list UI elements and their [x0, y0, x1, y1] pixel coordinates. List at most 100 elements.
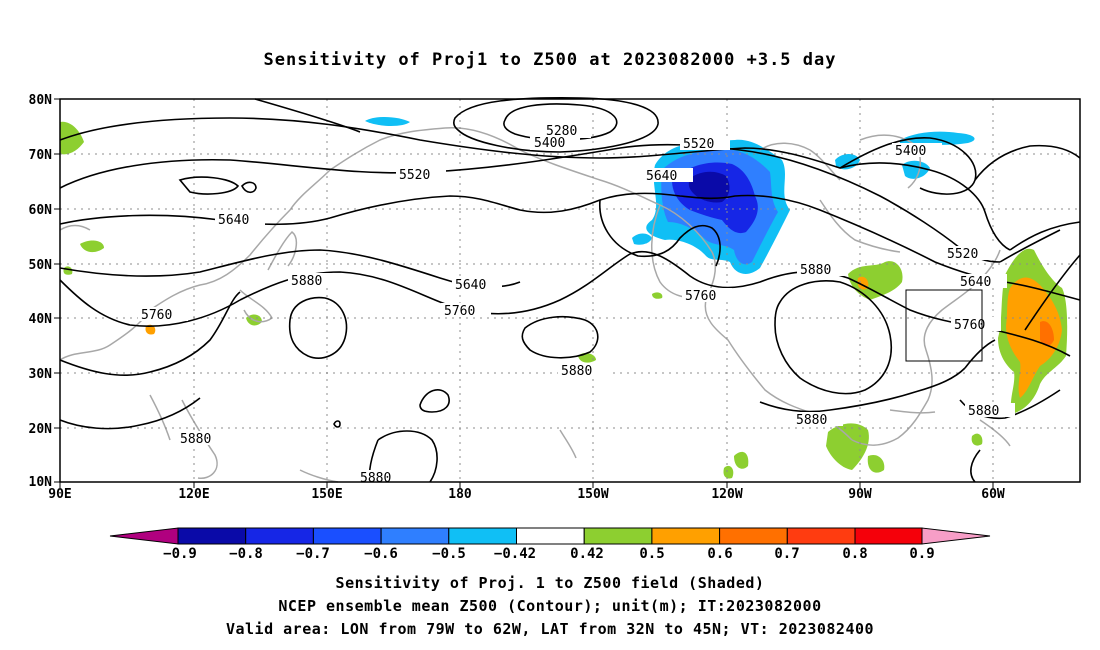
neg-shade-arctic1: [365, 116, 410, 126]
colorbar-swatch: [177, 527, 247, 545]
contour-label-5880-b: 5880: [800, 263, 831, 278]
colorbar-swatch: [583, 527, 653, 545]
caption-line-2: NCEP ensemble mean Z500 (Contour); unit(…: [278, 597, 822, 615]
contour-5880-south: [759, 367, 966, 413]
contour-5640-tr: [1009, 221, 1081, 251]
map-frame: [59, 98, 1081, 483]
pos-shade-carib: [826, 423, 869, 470]
pos-shade-ne-us: [848, 261, 903, 300]
chart-title: Sensitivity of Proj1 to Z500 at 20230820…: [263, 50, 837, 70]
pos-shade-w6: [145, 324, 156, 335]
neg-shade-arctic3: [902, 160, 930, 179]
lat-label: 80N: [29, 93, 53, 108]
contour-label-5760-c: 5760: [685, 289, 716, 304]
contour-label-5520-b: 5520: [683, 137, 714, 152]
contour-5760-west: [59, 279, 241, 327]
colorbar-label: −0.42: [494, 546, 536, 562]
pos-shade-orange: [1006, 277, 1062, 398]
colorbar-label: 0.5: [639, 546, 664, 562]
colorbar-label: −0.5: [432, 546, 466, 562]
contour-5520-north: [839, 162, 1011, 251]
pos-shade-carib3: [734, 451, 749, 469]
lon-label: 60W: [981, 487, 1005, 502]
colorbar-label: −0.7: [296, 546, 330, 562]
contour-label-5760-b: 5760: [444, 304, 475, 319]
colorbar-label: 0.7: [774, 546, 799, 562]
colorbar-swatch: [651, 527, 721, 545]
colorbar-right-arrow: [921, 527, 991, 545]
lat-label: 40N: [29, 312, 53, 327]
contour-label-5640-c: 5640: [455, 278, 486, 293]
contour-5640-trough: [599, 199, 721, 267]
lon-label: 180: [448, 487, 472, 502]
contour-label-5640-a: 5640: [218, 213, 249, 228]
contour-5640: [329, 192, 1081, 301]
lon-label: 120E: [178, 487, 209, 502]
contour-5880-atl3: [970, 449, 981, 483]
colorbar-label: 0.6: [707, 546, 732, 562]
contour-label-5880-g: 5880: [360, 471, 391, 486]
lon-label: 150E: [311, 487, 342, 502]
colorbar-label: −0.6: [364, 546, 398, 562]
lat-label: 30N: [29, 367, 53, 382]
colorbar-swatch: [245, 527, 314, 545]
lat-label: 20N: [29, 422, 53, 437]
pos-shade-w5: [652, 292, 663, 299]
valid-area-box: [905, 289, 983, 362]
contour-5760-closed: [178, 176, 240, 195]
contour-label-5760-a: 5760: [141, 308, 172, 323]
contour-5880-high2: [521, 315, 599, 359]
contour-5880-tr: [1024, 254, 1081, 331]
contour-5880-high1: [288, 296, 348, 359]
colorbar-swatch: [719, 527, 788, 545]
contour-5520: [59, 143, 1001, 263]
contour-5400: [59, 117, 977, 195]
contour-label-5640-d: 5640: [960, 275, 991, 290]
contour-label-5880-d: 5880: [796, 413, 827, 428]
lat-label: 70N: [29, 148, 53, 163]
contour-5760-closed2: [241, 181, 257, 194]
lon-axis: 90E 120E 150E 180 150W 120W 90W 60W: [48, 482, 1005, 502]
contour-label-5400-a: 5400: [534, 136, 565, 151]
colorbar-label: 0.9: [909, 546, 934, 562]
colorbar-label: 0.42: [570, 546, 604, 562]
contour-5880-west-low: [59, 397, 201, 430]
contour-label-5760-d: 5760: [954, 318, 985, 333]
pos-shade-carib4: [723, 465, 734, 479]
colorbar: −0.9 −0.8 −0.7 −0.6 −0.5 −0.42 0.42 0.5 …: [109, 527, 991, 562]
colorbar-swatch: [854, 527, 923, 545]
neg-shade-deep: [688, 171, 730, 203]
lat-label: 10N: [29, 475, 53, 490]
contour-5280: [503, 103, 618, 141]
contour-5400-arc: [254, 98, 361, 133]
colorbar-left-arrow: [109, 527, 179, 545]
pos-shade-dorange: [1040, 321, 1054, 346]
colorbar-label: −0.8: [229, 546, 263, 562]
contour-5400-tr: [974, 144, 1081, 181]
contour-label-5280: 5280: [546, 124, 577, 139]
lon-label: 90E: [48, 487, 71, 502]
colorbar-swatch: [312, 527, 382, 545]
contour-5760: [239, 250, 1071, 357]
contour-5880-high4: [333, 420, 341, 428]
lon-label: 120W: [711, 487, 742, 502]
neg-shade-spot: [632, 233, 652, 245]
contour-5400-ring: [452, 97, 659, 153]
contour-label-5640-b: 5640: [646, 169, 677, 184]
contour-5640-west: [59, 214, 331, 226]
pos-shade-carib5: [971, 433, 983, 446]
pos-shade-w1: [60, 121, 84, 155]
colorbar-swatch: [516, 527, 585, 545]
lat-label: 50N: [29, 258, 53, 273]
colorbar-label: −0.9: [163, 546, 197, 562]
contour-label-5880-e: 5880: [968, 404, 999, 419]
lon-label: 150W: [577, 487, 608, 502]
contour-label-5880-f: 5880: [180, 432, 211, 447]
z500-contours: [59, 97, 1081, 483]
contour-5880-nam: [774, 280, 892, 395]
pos-shade-carib2: [867, 454, 885, 473]
contour-5520-tr: [999, 229, 1061, 263]
contour-label-5400-b: 5400: [895, 144, 926, 159]
contour-label-5880-a: 5880: [291, 274, 322, 289]
